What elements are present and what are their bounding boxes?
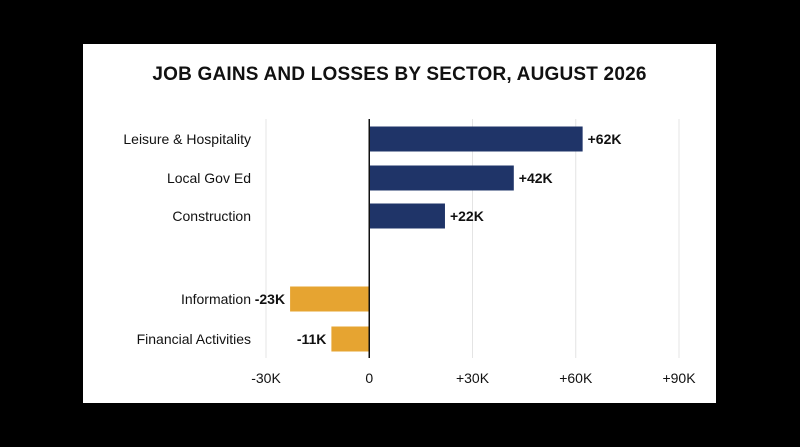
bar-chart: Leisure & Hospitality +62K Local Gov Ed +42… bbox=[123, 119, 696, 386]
x-tick-label: 0 bbox=[365, 370, 373, 386]
x-tick-label: +60K bbox=[559, 370, 593, 386]
bar bbox=[369, 126, 583, 152]
category-label: Local Gov Ed bbox=[167, 170, 251, 186]
bar bbox=[290, 286, 370, 312]
chart-card: JOB GAINS AND LOSSES BY SECTOR, AUGUST 2… bbox=[83, 44, 716, 403]
category-label: Leisure & Hospitality bbox=[123, 131, 251, 147]
data-label: -23K bbox=[255, 291, 285, 307]
bar bbox=[369, 203, 445, 229]
bar bbox=[331, 326, 370, 352]
category-label: Information bbox=[181, 291, 251, 307]
x-tick-label: +90K bbox=[662, 370, 696, 386]
x-tick-label: +30K bbox=[456, 370, 490, 386]
data-label: -11K bbox=[297, 331, 327, 347]
data-label: +22K bbox=[450, 208, 484, 224]
chart-title: JOB GAINS AND LOSSES BY SECTOR, AUGUST 2… bbox=[152, 64, 647, 85]
category-label: Construction bbox=[172, 208, 251, 224]
data-label: +62K bbox=[588, 131, 622, 147]
x-tick-label: -30K bbox=[251, 370, 281, 386]
data-label: +42K bbox=[519, 170, 553, 186]
category-label: Financial Activities bbox=[137, 331, 251, 347]
bar bbox=[369, 165, 514, 191]
